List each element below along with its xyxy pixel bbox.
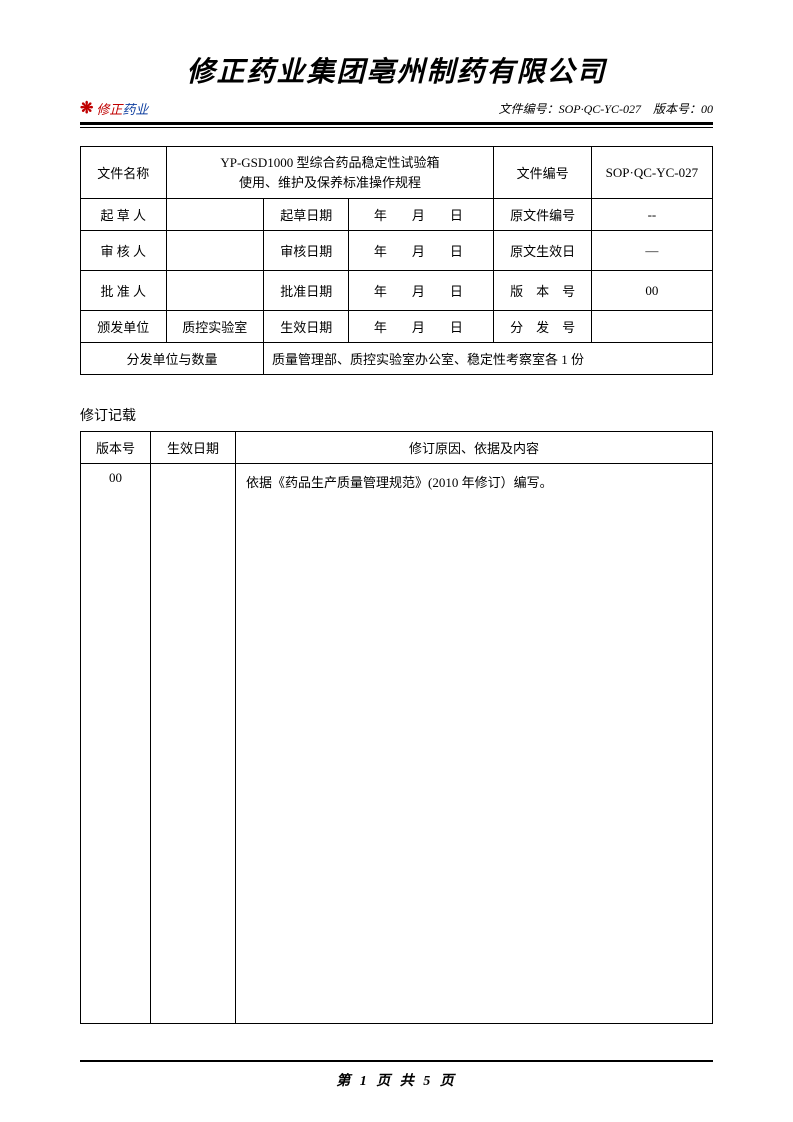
- rev-ver: 00: [81, 464, 151, 1024]
- label-draft-date: 起草日期: [263, 199, 349, 231]
- logo-text: 修正药业: [96, 99, 148, 118]
- rev-eff-date: [151, 464, 236, 1024]
- revision-table: 版本号 生效日期 修订原因、依据及内容 00 依据《药品生产质量管理规范》(20…: [80, 431, 713, 1024]
- header-meta-row: ❋ 修正药业 文件编号：SOP·QC-YC-027 版本号：00: [80, 98, 713, 118]
- label-drafter: 起 草 人: [81, 199, 167, 231]
- value-orig-file-no: --: [591, 199, 712, 231]
- value-file-title: YP-GSD1000 型综合药品稳定性试验箱 使用、维护及保养标准操作规程: [166, 147, 494, 199]
- info-table: 文件名称 YP-GSD1000 型综合药品稳定性试验箱 使用、维护及保养标准操作…: [80, 146, 713, 375]
- company-title: 修正药业集团亳州制药有限公司: [80, 50, 713, 90]
- value-approver: [166, 271, 263, 311]
- label-ver-no: 版 本 号: [494, 271, 591, 311]
- label-orig-file-no: 原文件编号: [494, 199, 591, 231]
- label-dist-units: 分发单位与数量: [81, 343, 264, 375]
- doc-meta: 文件编号：SOP·QC-YC-027 版本号：00: [499, 100, 713, 117]
- value-approve-date: 年 月 日: [349, 271, 494, 311]
- value-review-date: 年 月 日: [349, 231, 494, 271]
- value-ver-no: 00: [591, 271, 712, 311]
- value-issuer: 质控实验室: [166, 311, 263, 343]
- label-file-no: 文件编号: [494, 147, 591, 199]
- value-dist-units: 质量管理部、质控实验室办公室、稳定性考察室各 1 份: [263, 343, 712, 375]
- page-number: 第 1 页 共 5 页: [0, 1070, 793, 1090]
- footer-divider: [80, 1060, 713, 1062]
- rev-col-eff-date: 生效日期: [151, 432, 236, 464]
- value-draft-date: 年 月 日: [349, 199, 494, 231]
- label-review-date: 审核日期: [263, 231, 349, 271]
- value-eff-date: 年 月 日: [349, 311, 494, 343]
- value-reviewer: [166, 231, 263, 271]
- label-reviewer: 审 核 人: [81, 231, 167, 271]
- rev-reason: 依据《药品生产质量管理规范》(2010 年修订）编写。: [236, 464, 713, 1024]
- label-dist-no: 分 发 号: [494, 311, 591, 343]
- value-file-no: SOP·QC-YC-027: [591, 147, 712, 199]
- header-divider: [80, 122, 713, 128]
- label-issuer: 颁发单位: [81, 311, 167, 343]
- label-file-name: 文件名称: [81, 147, 167, 199]
- label-approve-date: 批准日期: [263, 271, 349, 311]
- value-drafter: [166, 199, 263, 231]
- rev-col-ver: 版本号: [81, 432, 151, 464]
- value-orig-eff-date: —: [591, 231, 712, 271]
- label-orig-eff-date: 原文生效日: [494, 231, 591, 271]
- logo-icon: ❋: [80, 98, 93, 118]
- table-row: 00 依据《药品生产质量管理规范》(2010 年修订）编写。: [81, 464, 713, 1024]
- revision-heading: 修订记载: [80, 405, 713, 425]
- rev-col-reason: 修订原因、依据及内容: [236, 432, 713, 464]
- label-eff-date: 生效日期: [263, 311, 349, 343]
- label-approver: 批 准 人: [81, 271, 167, 311]
- company-logo: ❋ 修正药业: [80, 98, 148, 118]
- value-dist-no: [591, 311, 712, 343]
